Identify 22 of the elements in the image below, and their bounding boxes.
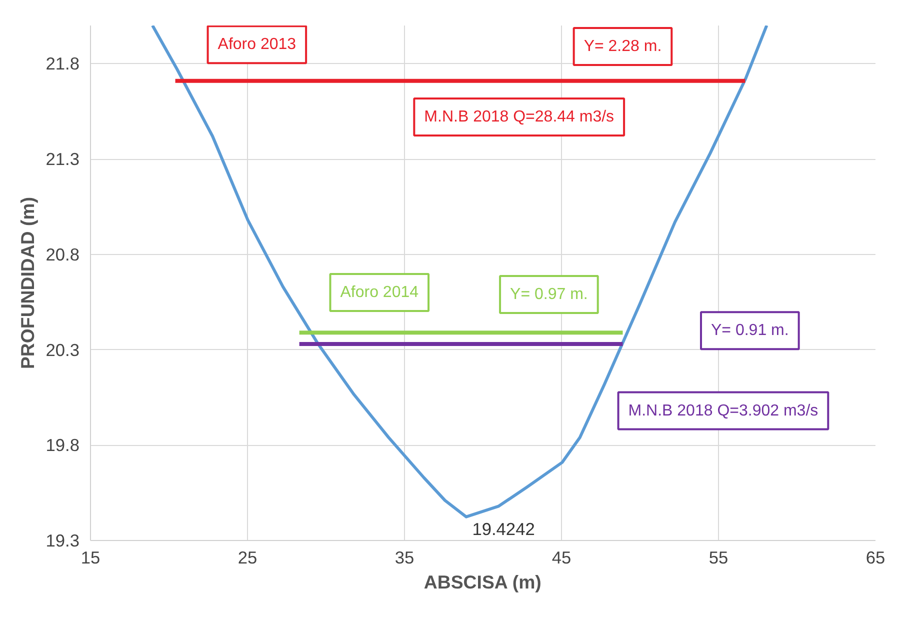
x-tick-label: 35: [394, 548, 414, 568]
y-tick-label: 21.8: [46, 54, 80, 74]
y-tick-label: 19.8: [46, 435, 80, 456]
y-axis-title: PROFUNDIDAD (m): [16, 196, 38, 370]
x-tick-label: 25: [238, 548, 258, 568]
annotation: Y= 0.97 m.: [510, 286, 588, 303]
x-tick-label: 65: [866, 548, 886, 568]
x-tick-label: 15: [80, 548, 100, 568]
x-tick-label: 55: [708, 548, 728, 568]
annotation: M.N.B 2018 Q=3.902 m3/s: [628, 402, 818, 420]
y-tick-label: 20.8: [46, 244, 80, 264]
y-tick-label: 19.3: [46, 530, 80, 550]
data-label: 19.4242: [472, 518, 535, 539]
y-tick-label: 21.3: [46, 149, 80, 170]
y-tick-label: 20.3: [46, 340, 80, 360]
x-tick-label: 45: [552, 548, 572, 568]
annotation: Aforo 2014: [340, 284, 419, 302]
x-axis-title: ABSCISA (m): [424, 572, 542, 592]
annotation: Aforo 2013: [218, 36, 296, 54]
annotation: Y= 0.91 m.: [710, 322, 789, 340]
annotation: Y= 2.28 m.: [584, 38, 662, 55]
annotation: M.N.B 2018 Q=28.44 m3/s: [424, 108, 614, 126]
